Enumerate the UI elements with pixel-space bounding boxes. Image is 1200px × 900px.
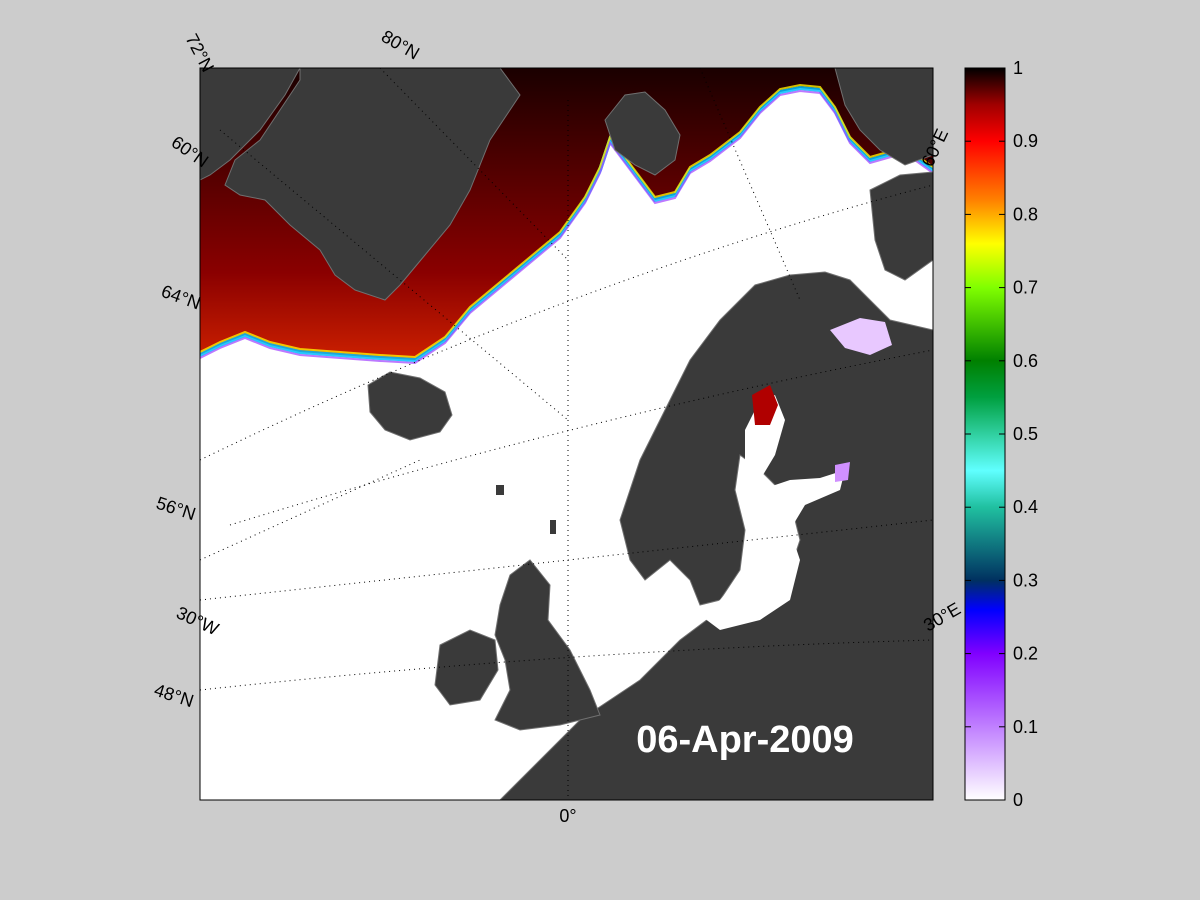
faroe-islands	[496, 485, 504, 495]
lat-label-48n: 48°N	[152, 680, 196, 711]
colorbar-tick-label: 0	[1013, 790, 1023, 810]
lon-label-0: 0°	[559, 806, 576, 826]
greenland	[224, 68, 521, 301]
bothnia-ice	[752, 385, 778, 425]
finland-gulf-ice	[835, 462, 850, 482]
colorbar-tick-label: 0.6	[1013, 351, 1038, 371]
iceland	[367, 371, 453, 441]
colorbar: 1 0.9 0.8 0.7 0.6 0.5 0.4 0.3 0.2 0.1 0	[964, 58, 1038, 810]
colorbar-gradient	[964, 67, 1006, 801]
northern-islands	[834, 68, 933, 166]
colorbar-tick-label: 0.7	[1013, 278, 1038, 298]
scandinavia	[499, 271, 933, 800]
colorbar-tick-label: 0.1	[1013, 717, 1038, 737]
map-panel: 06-Apr-2009	[200, 68, 933, 800]
colorbar-tick-label: 0.9	[1013, 131, 1038, 151]
lat-label-80n: 80°N	[378, 26, 423, 63]
colorbar-tick-label: 0.4	[1013, 497, 1038, 517]
svalbard	[604, 91, 681, 176]
shetland	[550, 520, 556, 534]
colorbar-tick-label: 1	[1013, 58, 1023, 78]
white-sea-ice	[830, 318, 892, 355]
colorbar-tick-label: 0.3	[1013, 570, 1038, 590]
date-label: 06-Apr-2009	[636, 719, 854, 761]
map-border	[199, 67, 934, 801]
colorbar-ticks: 1 0.9 0.8 0.7 0.6 0.5 0.4 0.3 0.2 0.1 0	[965, 58, 1038, 810]
baltic-sea	[700, 470, 845, 630]
colorbar-tick-label: 0.2	[1013, 644, 1038, 664]
lat-label-64n: 64°N	[159, 281, 204, 314]
novaya-zemlya	[869, 171, 933, 281]
graticule	[200, 68, 933, 800]
lat-label-72n: 72°N	[181, 30, 218, 75]
colorbar-tick-label: 0.5	[1013, 424, 1038, 444]
great-britain	[494, 559, 601, 731]
lat-label-56n: 56°N	[154, 493, 198, 524]
canadian-arctic	[200, 68, 301, 181]
ireland	[434, 629, 499, 706]
colorbar-tick-label: 0.8	[1013, 204, 1038, 224]
